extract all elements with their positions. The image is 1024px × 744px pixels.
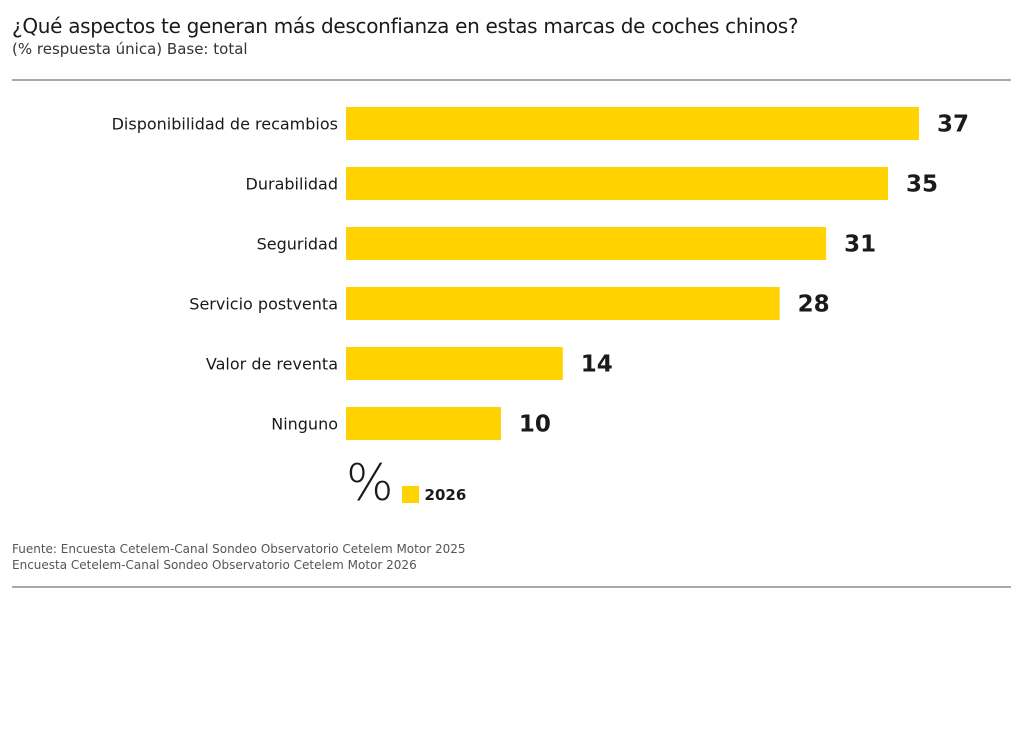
category-label: Ninguno bbox=[271, 415, 338, 434]
value-label: 35 bbox=[906, 172, 938, 198]
bar bbox=[346, 227, 827, 260]
category-label: Servicio postventa bbox=[189, 295, 338, 314]
chart-subtitle: (% respuesta única) Base: total bbox=[12, 40, 248, 58]
legend-swatch-2026 bbox=[401, 486, 419, 503]
bar-chart: Disponibilidad de recambios 37 Durabilidad… bbox=[112, 107, 969, 440]
value-label: 37 bbox=[937, 112, 969, 138]
source-note: Fuente: Encuesta Cetelem-Canal Sondeo Ob… bbox=[12, 541, 466, 573]
value-label: 14 bbox=[581, 352, 613, 378]
category-label: Valor de reventa bbox=[206, 355, 338, 374]
value-label: 28 bbox=[798, 292, 830, 318]
top-divider bbox=[12, 79, 1011, 81]
legend-label-2026: 2026 bbox=[424, 486, 467, 504]
source-line-1: Fuente: Encuesta Cetelem-Canal Sondeo Ob… bbox=[12, 542, 466, 556]
value-label: 31 bbox=[844, 232, 876, 258]
bar bbox=[346, 347, 563, 380]
bottom-divider bbox=[12, 586, 1011, 588]
category-label: Disponibilidad de recambios bbox=[112, 115, 338, 134]
bar bbox=[346, 107, 919, 140]
bar bbox=[346, 287, 780, 320]
source-line-2: Encuesta Cetelem-Canal Sondeo Observator… bbox=[12, 558, 417, 572]
category-label: Durabilidad bbox=[246, 175, 338, 194]
bar bbox=[346, 407, 501, 440]
bar bbox=[346, 167, 889, 200]
value-label: 10 bbox=[519, 412, 551, 438]
category-label: Seguridad bbox=[257, 235, 338, 254]
legend: % 2026 bbox=[346, 458, 466, 508]
unit-symbol: % bbox=[346, 454, 394, 512]
chart-title: ¿Qué aspectos te generan más desconfianz… bbox=[12, 14, 799, 38]
